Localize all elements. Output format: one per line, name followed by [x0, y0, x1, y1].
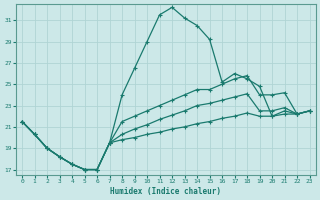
X-axis label: Humidex (Indice chaleur): Humidex (Indice chaleur)	[110, 187, 221, 196]
